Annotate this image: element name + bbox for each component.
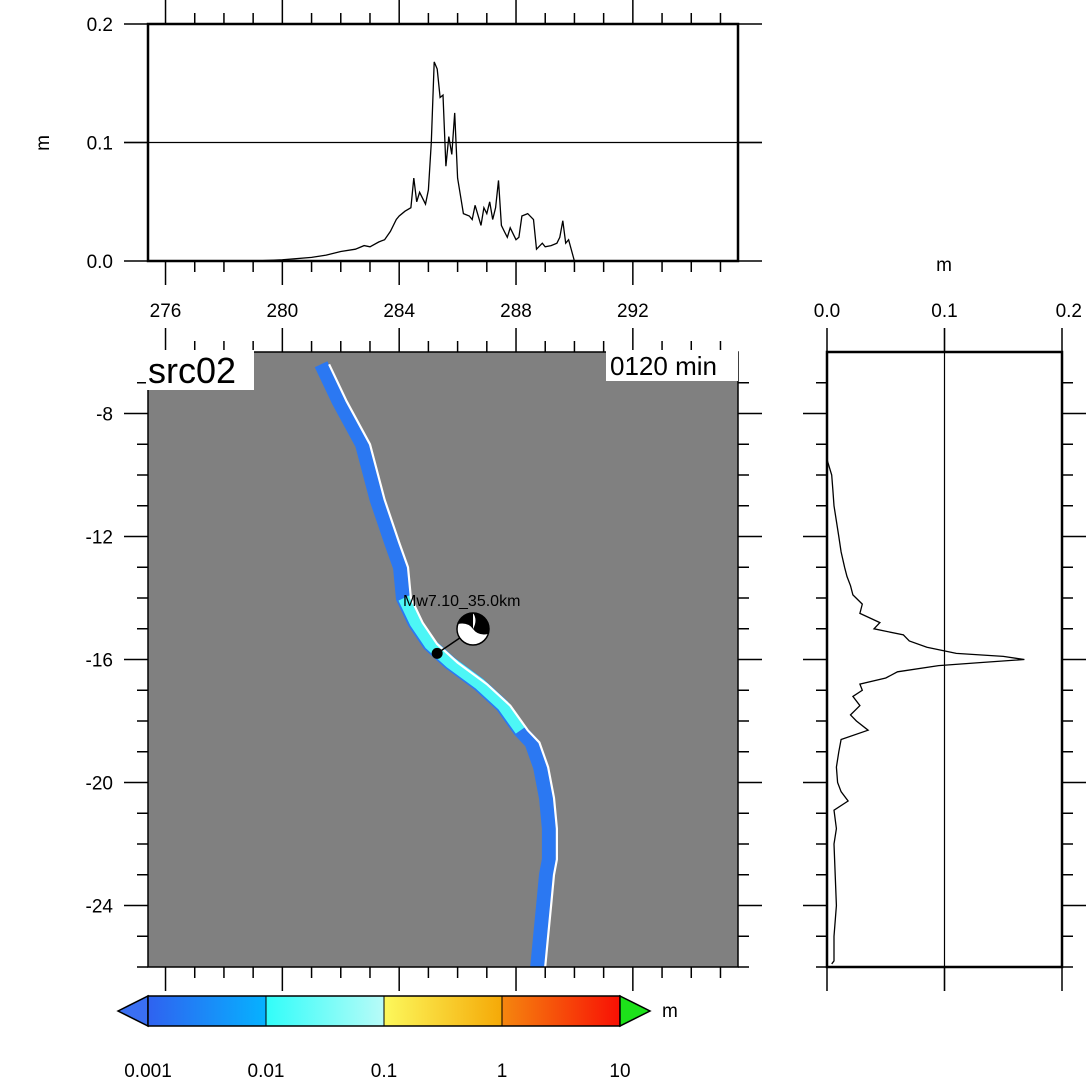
colorbar-tick-label: 0.001 xyxy=(124,1061,172,1082)
src-label-background xyxy=(146,350,254,390)
colorbar-tick-label: 1 xyxy=(497,1061,508,1082)
colorbar-segment-1 xyxy=(148,996,266,1026)
colorbar-unit-label: m xyxy=(662,1001,678,1022)
top-x-tick-label: 292 xyxy=(617,301,649,322)
map-panel-frame xyxy=(147,351,739,968)
colorbar-segment-4 xyxy=(502,996,620,1026)
map-y-tick-label: -24 xyxy=(86,897,114,918)
top-x-tick-label: 276 xyxy=(150,301,182,322)
top-x-tick-labels: 276 280 284 288 292 xyxy=(150,301,649,322)
wave-amplitude-band-high xyxy=(398,595,526,734)
top-panel-frame xyxy=(146,22,740,263)
right-x-axis-label: m xyxy=(936,255,952,276)
top-y-tick-label: 0.2 xyxy=(87,15,113,36)
colorbar-under-triangle xyxy=(116,994,149,1028)
right-x-tick-label: 0.1 xyxy=(931,301,957,322)
top-y-axis-label: m xyxy=(33,135,54,151)
colorbar-tick-label: 0.01 xyxy=(248,1061,285,1082)
top-x-tick-label: 284 xyxy=(383,301,415,322)
coastline xyxy=(328,363,558,967)
map-y-tick-label: -20 xyxy=(86,774,113,795)
top-y-tick-labels: 0.0 0.1 0.2 xyxy=(87,15,113,273)
epicenter-marker xyxy=(431,647,443,659)
top-x-tick-label: 280 xyxy=(267,301,299,322)
time-label-background xyxy=(606,350,738,381)
colorbar-over-triangle xyxy=(619,994,652,1028)
right-profile-panel: 0.0 0.1 0.2 m xyxy=(814,255,1082,991)
map-y-tick-labels: -8 -12 -16 -20 -24 xyxy=(86,405,114,918)
top-y-tick-label: 0.1 xyxy=(87,134,113,155)
right-axis-ticks xyxy=(826,328,1063,991)
top-profile-line xyxy=(159,61,576,262)
right-profile-line xyxy=(826,370,1025,965)
source-magnitude-depth-label: Mw7.10_35.0km xyxy=(403,593,520,610)
right-panel-frame xyxy=(825,350,1064,969)
top-x-tick-label: 288 xyxy=(500,301,532,322)
map-y-tick-label: -12 xyxy=(86,528,113,549)
colorbar: m 0.001 0.01 0.1 1 10 xyxy=(116,994,678,1082)
map-y-tick-label: -8 xyxy=(96,405,113,426)
colorbar-tick-label: 10 xyxy=(609,1061,630,1082)
map-panel: -8 -12 -16 -20 -24 src02 0120 min Mw7.10_35.… xyxy=(86,350,1086,968)
right-x-tick-labels: 0.0 0.1 0.2 xyxy=(814,301,1082,322)
right-x-tick-label: 0.0 xyxy=(814,301,840,322)
elapsed-time-label: 0120 min xyxy=(610,351,717,381)
map-y-tick-label: -16 xyxy=(86,651,113,672)
colorbar-segment-2 xyxy=(266,996,384,1026)
colorbar-tick-label: 0.1 xyxy=(371,1061,397,1082)
source-id-label: src02 xyxy=(148,350,236,391)
right-x-tick-label: 0.2 xyxy=(1056,301,1082,322)
colorbar-segment-3 xyxy=(384,996,502,1026)
focal-mechanism-beachball xyxy=(456,612,490,646)
map-axis-ticks xyxy=(124,382,1086,968)
top-y-tick-label: 0.0 xyxy=(87,252,113,273)
colorbar-tick-labels: 0.001 0.01 0.1 1 10 xyxy=(124,1061,630,1082)
